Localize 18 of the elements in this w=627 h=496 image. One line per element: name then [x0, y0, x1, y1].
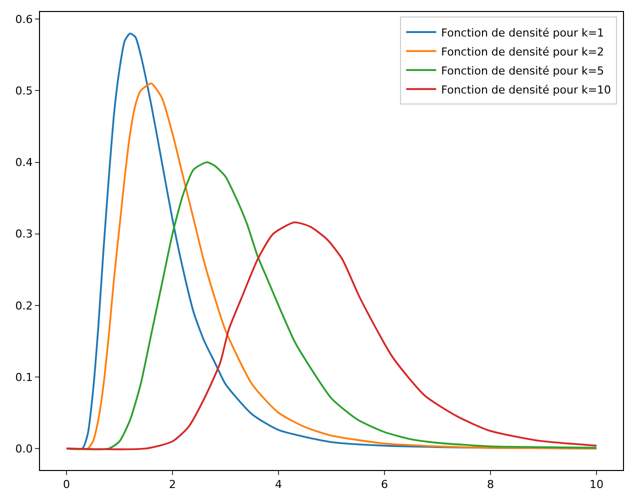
legend-label: Fonction de densité pour k=10 [441, 83, 612, 96]
y-tick-label: 0.6 [15, 13, 33, 26]
y-tick-label: 0.4 [15, 156, 33, 170]
x-tick-label: 8 [487, 478, 494, 492]
legend-label: Fonction de densité pour k=5 [441, 64, 604, 78]
x-tick-label: 4 [275, 478, 282, 492]
x-tick-label: 0 [63, 478, 70, 492]
y-tick-label: 0.0 [15, 442, 33, 456]
y-tick-label: 0.1 [15, 370, 33, 384]
y-tick-label: 0.5 [15, 84, 33, 98]
x-tick-label: 6 [381, 478, 388, 492]
line-series [66, 221, 598, 450]
legend-label: Fonction de densité pour k=2 [441, 45, 604, 58]
y-tick-label: 0.3 [15, 228, 33, 241]
x-tick-label: 10 [590, 478, 604, 492]
x-tick-label: 2 [169, 478, 176, 492]
legend-label: Fonction de densité pour k=1 [441, 26, 604, 40]
y-tick-label: 0.2 [15, 299, 33, 312]
